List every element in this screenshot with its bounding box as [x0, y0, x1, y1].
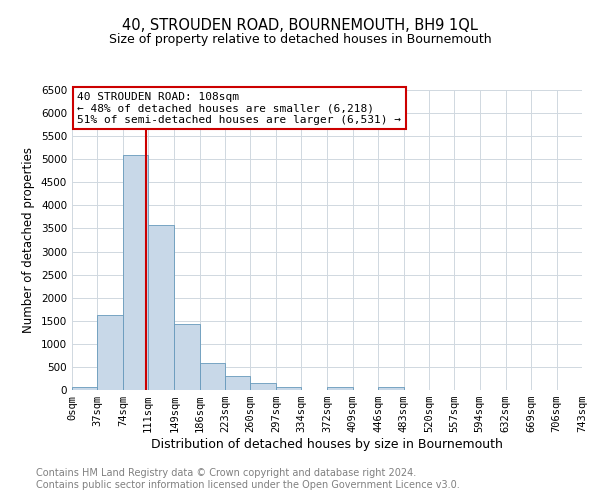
Text: 40, STROUDEN ROAD, BOURNEMOUTH, BH9 1QL: 40, STROUDEN ROAD, BOURNEMOUTH, BH9 1QL [122, 18, 478, 32]
X-axis label: Distribution of detached houses by size in Bournemouth: Distribution of detached houses by size … [151, 438, 503, 451]
Bar [97, 315, 123, 390]
Y-axis label: Number of detached properties: Number of detached properties [22, 147, 35, 333]
Bar [378, 387, 404, 390]
Bar [148, 225, 174, 390]
Text: Contains public sector information licensed under the Open Government Licence v3: Contains public sector information licen… [36, 480, 460, 490]
Bar [72, 387, 97, 390]
Bar [200, 363, 225, 390]
Bar [123, 155, 148, 390]
Bar [225, 376, 250, 390]
Text: Contains HM Land Registry data © Crown copyright and database right 2024.: Contains HM Land Registry data © Crown c… [36, 468, 416, 477]
Bar [174, 324, 200, 390]
Bar [250, 383, 276, 390]
Text: 40 STROUDEN ROAD: 108sqm
← 48% of detached houses are smaller (6,218)
51% of sem: 40 STROUDEN ROAD: 108sqm ← 48% of detach… [77, 92, 401, 124]
Bar [328, 387, 353, 390]
Bar [276, 387, 301, 390]
Text: Size of property relative to detached houses in Bournemouth: Size of property relative to detached ho… [109, 32, 491, 46]
